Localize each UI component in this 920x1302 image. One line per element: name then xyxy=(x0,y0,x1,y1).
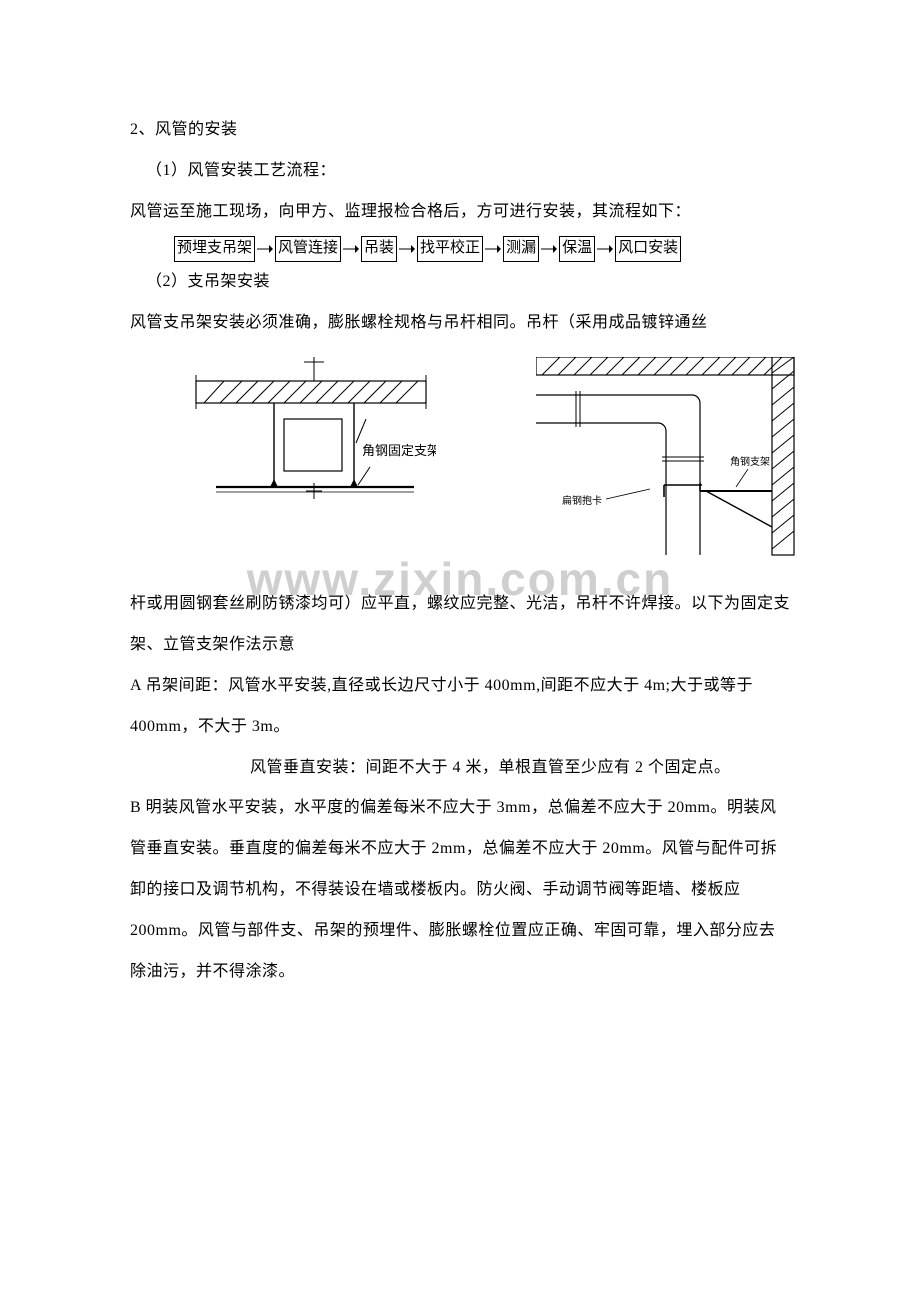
diagram-left-callout: 角钢固定支架 xyxy=(362,443,436,458)
flow-arrow-icon xyxy=(399,243,415,255)
paragraph-A2: 风管垂直安装：间距不大于 4 米，单根直管至少应有 2 个固定点。 xyxy=(130,748,790,789)
watermark-text: www.zixin.com.cn xyxy=(130,552,790,606)
flow-node-1: 预埋支吊架 xyxy=(174,236,255,262)
diagram-right-callout-2: 角钢支架 xyxy=(730,455,770,468)
flow-node-7: 风口安装 xyxy=(615,236,681,262)
process-flowchart: 预埋支吊架 风管连接 吊装 找平校正 测漏 保温 风口安装 xyxy=(174,236,790,262)
flow-node-5: 测漏 xyxy=(503,236,539,262)
flow-arrow-icon xyxy=(343,243,359,255)
diagram-fixed-bracket: 角钢固定支架 xyxy=(166,357,436,532)
paragraph-hanger-1: 风管支吊架安装必须准确，膨胀螺栓规格与吊杆相同。吊杆（采用成品镀锌通丝 xyxy=(130,303,790,344)
paragraph-flow-intro: 风管运至施工现场，向甲方、监理报检合格后，方可进行安装，其流程如下： xyxy=(130,192,790,233)
section-heading: 2、风管的安装 xyxy=(130,110,790,151)
paragraph-A: A 吊架间距：风管水平安装,直径或长边尺寸小于 400mm,间距不应大于 4m;… xyxy=(130,666,790,748)
flow-arrow-icon xyxy=(541,243,557,255)
flow-arrow-icon xyxy=(597,243,613,255)
flow-node-3: 吊装 xyxy=(361,236,397,262)
paragraph-B: B 明装风管水平安装，水平度的偏差每米不应大于 3mm，总偏差不应大于 20mm… xyxy=(130,788,790,992)
flow-node-2: 风管连接 xyxy=(275,236,341,262)
diagram-row: 角钢固定支架 xyxy=(130,357,790,562)
flow-node-4: 找平校正 xyxy=(417,236,483,262)
diagram-right-callout-1: 扁钢抱卡 xyxy=(562,494,602,507)
flow-node-6: 保温 xyxy=(559,236,595,262)
flow-arrow-icon xyxy=(257,243,273,255)
subheading-2: （2）支吊架安装 xyxy=(130,262,790,303)
diagram-riser-bracket: 扁钢抱卡 角钢支架 xyxy=(536,357,796,562)
document-page: 2、风管的安装 （1）风管安装工艺流程： 风管运至施工现场，向甲方、监理报检合格… xyxy=(0,0,920,1052)
flow-arrow-icon xyxy=(485,243,501,255)
subheading-1: （1）风管安装工艺流程： xyxy=(130,151,790,192)
